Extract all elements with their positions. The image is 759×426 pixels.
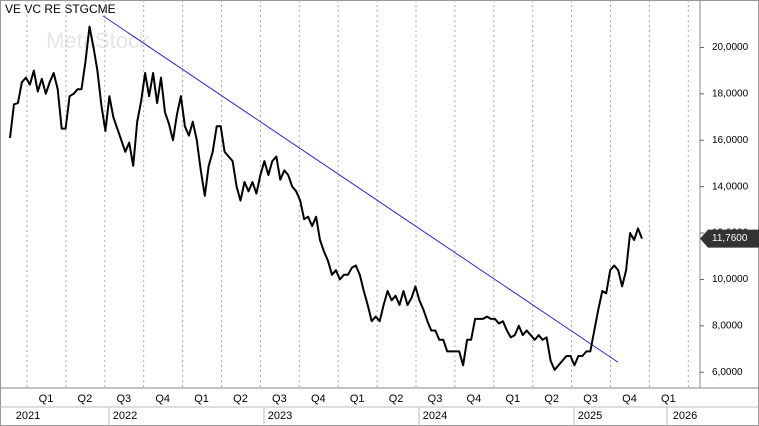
quarter-label: Q4 [155,393,170,405]
y-tick-label: 6,0000 [712,367,743,378]
year-label: 2026 [673,410,697,422]
quarter-label: Q2 [389,393,404,405]
trendline [102,15,619,363]
quarter-label: Q1 [350,393,365,405]
quarter-label: Q3 [116,393,131,405]
quarter-label: Q1 [505,393,520,405]
y-tick-label: 10,0000 [712,274,749,285]
year-label: 2022 [113,410,137,422]
quarter-label: Q2 [544,393,559,405]
y-tick-label: 16,0000 [712,135,749,146]
quarter-label: Q4 [622,393,637,405]
year-label: 2025 [578,410,602,422]
last-value-label: 11,7600 [712,233,748,244]
y-tick-label: 18,0000 [712,88,749,99]
quarter-label: Q3 [428,393,443,405]
quarter-label: Q4 [467,393,482,405]
quarter-label: Q2 [78,393,93,405]
last-value-tag [700,229,759,248]
quarter-label: Q3 [583,393,598,405]
quarter-label: Q2 [233,393,248,405]
quarter-label: Q1 [194,393,209,405]
year-label: 2024 [423,410,447,422]
quarter-label: Q4 [311,393,326,405]
quarter-label: Q1 [661,393,676,405]
year-label: 2021 [16,410,40,422]
year-label: 2023 [268,410,292,422]
chart-title: VE VC RE STGCME [5,2,116,16]
quarter-label: Q1 [39,393,54,405]
watermark: MetaStock [46,28,151,53]
y-tick-label: 14,0000 [712,181,749,192]
price-line [9,25,643,371]
y-tick-label: 20,0000 [712,42,749,53]
y-tick-label: 8,0000 [712,320,743,331]
quarter-label: Q3 [272,393,287,405]
